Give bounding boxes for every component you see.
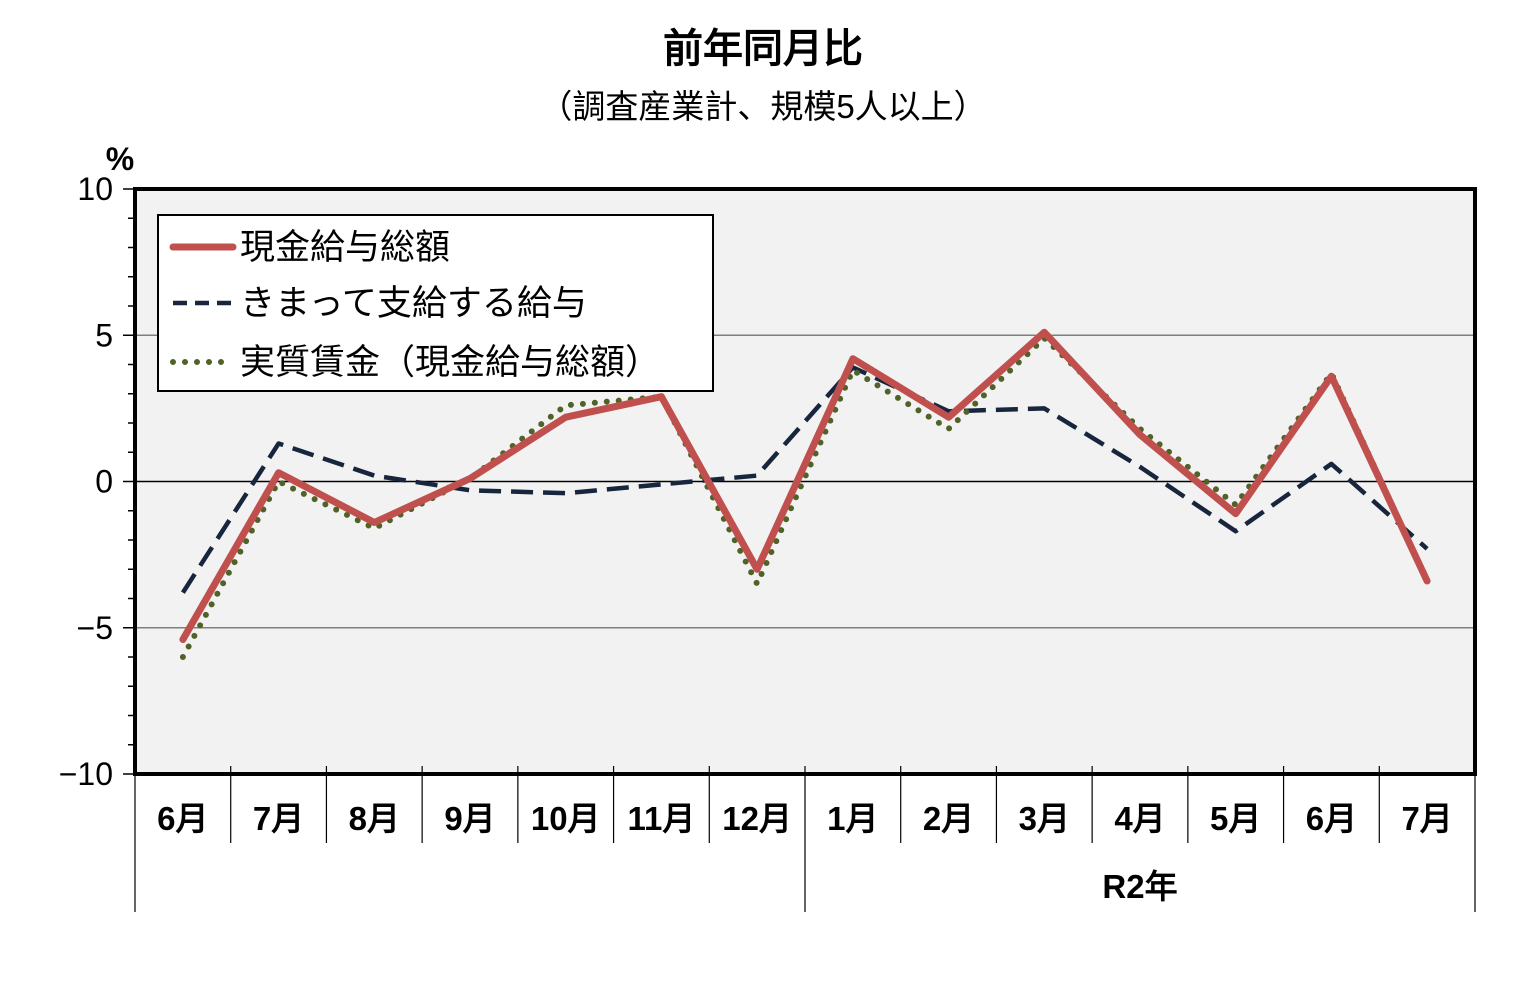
x-tick-label: 8月 xyxy=(349,800,400,837)
x-tick-label: 11月 xyxy=(627,800,695,837)
x-tick-label: 10月 xyxy=(531,800,601,837)
x-tick-label: 6月 xyxy=(157,800,208,837)
series-line-2 xyxy=(181,365,1429,594)
y-tick-label: −10 xyxy=(59,756,113,792)
chart-title: 前年同月比 xyxy=(663,27,863,71)
x-tick-label: 2月 xyxy=(923,800,974,837)
x-tick-label: 4月 xyxy=(1114,800,1165,837)
x-tick-label: 1月 xyxy=(827,800,878,837)
legend-box xyxy=(157,214,714,392)
y-tick-label: −5 xyxy=(77,610,113,646)
x-tick-label: 5月 xyxy=(1210,800,1261,837)
plot-border xyxy=(133,187,1477,776)
y-axis: 10 5 0 −5 −10 xyxy=(59,171,135,792)
x-tick-label: 9月 xyxy=(444,800,495,837)
y-tick-label: 10 xyxy=(77,171,113,207)
legend-label-3: 実質賃金（現金給与総額） xyxy=(240,343,660,382)
series-layer xyxy=(179,328,1431,660)
x-tick-label: 6月 xyxy=(1306,800,1357,837)
y-tick-label: 5 xyxy=(95,317,113,353)
y-tick-label: 0 xyxy=(95,464,113,500)
legend-label-1: 現金給与総額 xyxy=(240,228,450,267)
x-axis: 6月 7月 8月 9月 10月 11月 12月 1月 2月 3月 4月 5月 6月 7月 R2年 xyxy=(134,766,1476,912)
legend-label-2: きまって支給する給与 xyxy=(240,284,587,323)
series-line-3 xyxy=(179,335,1431,660)
x-tick-label: 7月 xyxy=(1401,800,1452,837)
x-tick-label: 7月 xyxy=(253,800,304,837)
year-group-label: R2年 xyxy=(1102,868,1177,905)
y-axis-unit: % xyxy=(106,141,134,177)
series-line-1 xyxy=(179,328,1431,643)
x-tick-label: 12月 xyxy=(722,800,792,837)
x-tick-label: 3月 xyxy=(1019,800,1070,837)
chart-subtitle: （調査産業計、規模5人以上） xyxy=(539,88,986,125)
